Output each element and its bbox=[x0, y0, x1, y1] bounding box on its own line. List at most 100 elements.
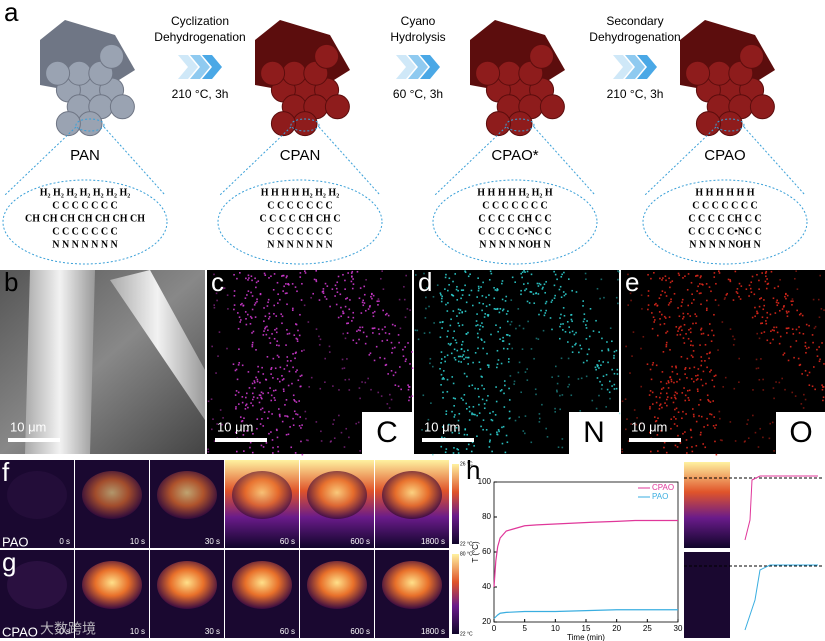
element-box bbox=[362, 412, 412, 454]
map-dot bbox=[255, 349, 257, 351]
map-dot bbox=[667, 304, 670, 306]
map-dot bbox=[378, 300, 380, 303]
map-dot bbox=[517, 371, 520, 374]
map-dot bbox=[249, 441, 252, 444]
map-dot bbox=[821, 384, 823, 386]
map-dot bbox=[551, 328, 553, 331]
map-dot bbox=[508, 387, 510, 390]
map-dot bbox=[543, 283, 546, 286]
map-dot bbox=[804, 341, 807, 344]
map-dot bbox=[714, 299, 717, 301]
map-dot bbox=[540, 309, 542, 312]
map-dot bbox=[502, 425, 505, 428]
map-dot bbox=[804, 370, 807, 372]
map-dot bbox=[239, 321, 242, 323]
map-dot bbox=[695, 322, 697, 325]
map-dot bbox=[261, 366, 263, 369]
map-dot bbox=[508, 334, 511, 337]
zoom-line bbox=[219, 126, 292, 196]
map-dot bbox=[609, 380, 611, 383]
element-box bbox=[569, 412, 619, 454]
map-dot bbox=[687, 337, 690, 340]
map-dot bbox=[456, 299, 459, 301]
map-dot bbox=[344, 337, 347, 340]
map-dot bbox=[301, 453, 304, 456]
map-dot bbox=[296, 338, 299, 341]
map-dot bbox=[449, 324, 452, 327]
map-dot bbox=[803, 393, 805, 396]
map-dot bbox=[530, 441, 533, 444]
map-dot bbox=[336, 291, 339, 293]
map-dot bbox=[451, 410, 453, 413]
map-dot bbox=[405, 358, 407, 361]
map-dot bbox=[752, 414, 754, 417]
map-dot bbox=[725, 294, 728, 296]
map-dot bbox=[502, 308, 505, 311]
map-dot bbox=[733, 387, 736, 390]
map-dot bbox=[504, 451, 507, 454]
map-dot bbox=[783, 305, 785, 307]
map-dot bbox=[321, 291, 324, 293]
map-dot bbox=[714, 440, 716, 443]
map-dot bbox=[471, 413, 473, 416]
map-dot bbox=[693, 380, 695, 383]
map-dot bbox=[766, 311, 769, 314]
map-dot bbox=[264, 315, 267, 318]
map-dot bbox=[678, 326, 681, 329]
map-dot bbox=[277, 446, 279, 448]
step-label: Cyano bbox=[401, 14, 436, 28]
map-dot bbox=[346, 297, 349, 299]
map-dot bbox=[273, 273, 276, 275]
fiber bbox=[717, 111, 743, 137]
colorbar-label: 26 °C bbox=[460, 461, 473, 467]
map-dot bbox=[669, 349, 671, 351]
map-dot bbox=[276, 344, 278, 347]
map-dot bbox=[798, 332, 801, 334]
map-dot bbox=[798, 313, 801, 316]
map-dot bbox=[279, 380, 281, 383]
x-tick-label: 5 bbox=[522, 624, 527, 633]
colorbar-label: 80 °C bbox=[460, 551, 473, 557]
map-dot bbox=[295, 337, 298, 340]
map-dot bbox=[268, 316, 271, 318]
map-dot bbox=[483, 341, 486, 343]
time-label: 0 s bbox=[59, 537, 70, 546]
map-dot bbox=[718, 410, 721, 413]
map-dot bbox=[447, 289, 449, 292]
map-dot bbox=[428, 331, 431, 334]
map-dot bbox=[666, 398, 668, 401]
material-name: CPAN bbox=[280, 147, 321, 164]
map-dot bbox=[654, 303, 656, 306]
map-dot bbox=[442, 397, 444, 399]
map-dot bbox=[372, 315, 375, 318]
map-dot bbox=[676, 392, 678, 395]
map-dot bbox=[613, 372, 616, 375]
map-dot bbox=[286, 303, 288, 306]
map-dot bbox=[268, 337, 271, 339]
map-dot bbox=[670, 380, 673, 383]
map-dot bbox=[452, 452, 455, 454]
map-dot bbox=[270, 368, 272, 370]
map-dot bbox=[686, 377, 688, 379]
thermal-sample bbox=[7, 471, 67, 519]
map-dot bbox=[681, 392, 684, 394]
map-dot bbox=[448, 423, 450, 426]
map-dot bbox=[647, 273, 649, 276]
map-dot bbox=[493, 286, 495, 289]
map-dot bbox=[251, 332, 253, 334]
map-dot bbox=[694, 313, 697, 315]
element-box bbox=[776, 412, 825, 454]
map-dot bbox=[266, 325, 268, 328]
map-dot bbox=[595, 407, 598, 410]
map-dot bbox=[267, 298, 270, 301]
map-dot bbox=[348, 389, 351, 391]
map-dot bbox=[295, 370, 297, 373]
map-dot bbox=[747, 419, 749, 421]
map-dot bbox=[251, 279, 253, 282]
map-dot bbox=[689, 331, 692, 334]
map-dot bbox=[282, 274, 284, 277]
map-dot bbox=[380, 395, 383, 397]
element-label: N bbox=[583, 416, 605, 449]
map-dot bbox=[367, 308, 370, 310]
step-label: Cyclization bbox=[171, 14, 229, 28]
